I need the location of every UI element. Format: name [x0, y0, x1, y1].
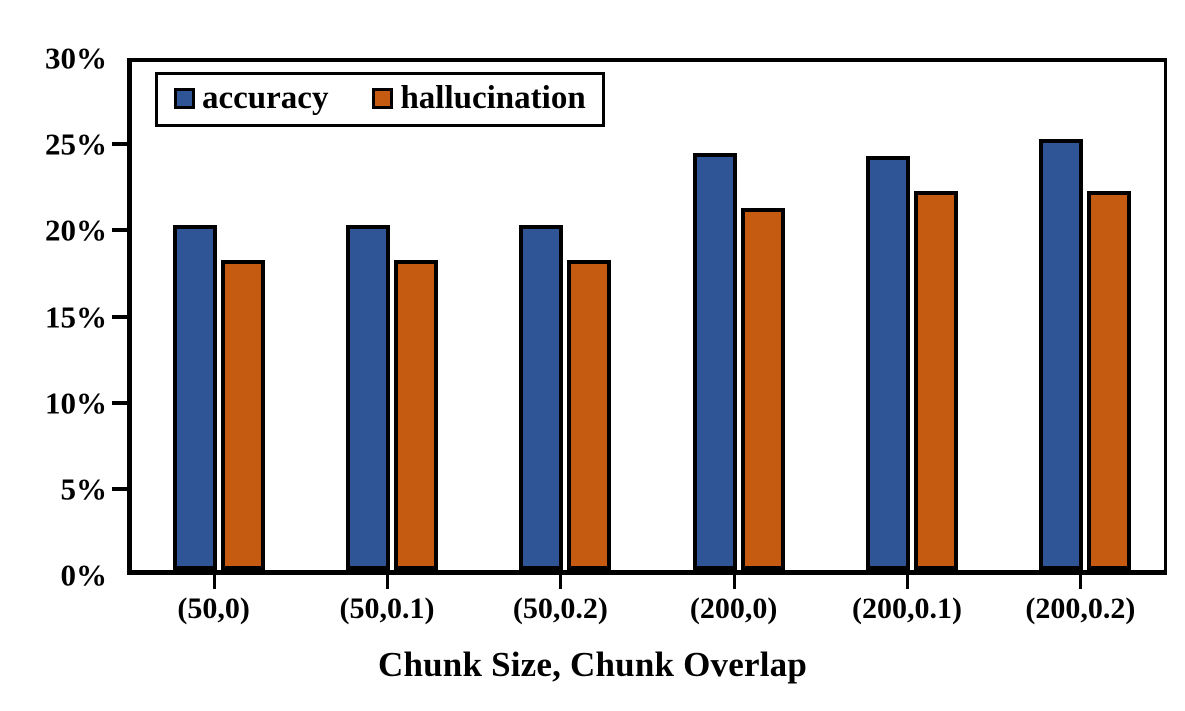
- y-axis-tick-mark: [112, 228, 128, 233]
- bar-hallucination-5: [1087, 190, 1132, 570]
- y-axis-tick-label: 5%: [60, 471, 108, 507]
- chart-legend: accuracy hallucination: [155, 72, 605, 127]
- legend-label: accuracy: [202, 80, 329, 116]
- x-axis-tick-label: (50,0.1): [339, 592, 435, 625]
- bar-hallucination-1: [394, 259, 438, 570]
- x-axis-tick-mark: [906, 575, 909, 589]
- x-axis-tick-mark: [1079, 575, 1083, 589]
- legend-swatch-icon: [174, 88, 195, 109]
- bar-hallucination-3: [740, 208, 785, 570]
- y-axis-tick-mark: [112, 400, 128, 405]
- y-axis-tick-label: 10%: [45, 385, 107, 421]
- x-axis-tick-mark: [212, 575, 216, 589]
- x-axis-tick-label: (200,0): [689, 592, 778, 625]
- x-axis-tick-mark: [559, 575, 563, 589]
- x-axis-tick-mark: [732, 575, 736, 589]
- x-axis-tick-mark: [386, 575, 389, 589]
- bar-hallucination-2: [567, 259, 612, 570]
- plot-area: accuracy hallucination: [127, 58, 1167, 575]
- y-axis-tick-label: 15%: [45, 299, 107, 334]
- bar-accuracy-2: [519, 225, 564, 570]
- x-axis-tick-label: (50,0): [177, 592, 250, 625]
- y-axis-tick-label: 20%: [45, 212, 107, 248]
- y-axis-tick-mark: [112, 314, 128, 319]
- bar-accuracy-4: [866, 156, 910, 570]
- x-axis-tick-label: (50,0.2): [512, 592, 608, 625]
- bar-accuracy-3: [692, 152, 737, 570]
- y-axis-tick-label: 0%: [60, 557, 108, 593]
- x-axis-tick-label: (200,0.1): [852, 592, 962, 625]
- y-axis-tick-label: 30%: [45, 40, 107, 76]
- y-axis-tick-mark: [112, 142, 128, 147]
- bar-hallucination-0: [220, 259, 265, 570]
- x-axis-tick-label: (200,0.2): [1025, 592, 1136, 625]
- legend-entry-accuracy[interactable]: accuracy: [174, 82, 328, 115]
- bar-hallucination-4: [914, 190, 958, 570]
- bar-accuracy-0: [172, 225, 217, 570]
- bar-accuracy-1: [346, 225, 390, 570]
- bar-accuracy-5: [1039, 139, 1084, 570]
- x-axis-title: Chunk Size, Chunk Overlap: [377, 645, 808, 684]
- legend-label: hallucination: [400, 80, 586, 116]
- legend-entry-hallucination[interactable]: hallucination: [372, 80, 586, 116]
- legend-swatch-icon: [372, 88, 394, 109]
- y-axis-tick-mark: [112, 486, 128, 491]
- y-axis-tick-label: 25%: [45, 126, 107, 162]
